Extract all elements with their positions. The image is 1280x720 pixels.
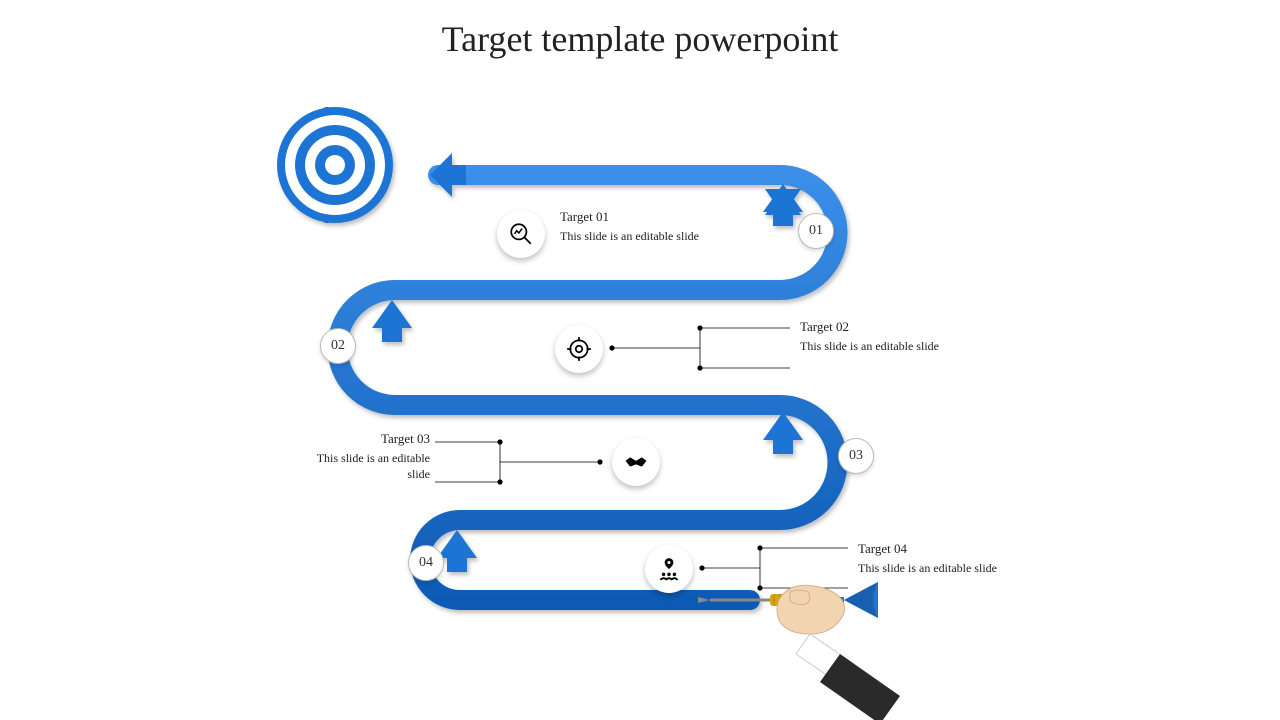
step-text-3: Target 03 This slide is an editable slid… (310, 430, 430, 482)
step-number-1: 01 (798, 213, 834, 249)
step-number-2: 02 (320, 328, 356, 364)
target-icon (277, 107, 393, 223)
handshake-icon (612, 438, 660, 486)
diagram-canvas (0, 0, 1280, 720)
step-title-2: Target 02 (800, 318, 939, 336)
step-sub-1: This slide is an editable slide (560, 228, 699, 244)
step-text-2: Target 02 This slide is an editable slid… (800, 318, 939, 354)
step-sub-3: This slide is an editable slide (310, 450, 430, 482)
step-text-4: Target 04 This slide is an editable slid… (858, 540, 997, 576)
step-sub-2: This slide is an editable slide (800, 338, 939, 354)
analytics-search-icon (497, 210, 545, 258)
step-title-4: Target 04 (858, 540, 997, 558)
step-text-1: Target 01 This slide is an editable slid… (560, 208, 699, 244)
step-title-3: Target 03 (310, 430, 430, 448)
people-location-icon (645, 545, 693, 593)
step-title-1: Target 01 (560, 208, 699, 226)
step-number-4: 04 (408, 545, 444, 581)
step-sub-4: This slide is an editable slide (858, 560, 997, 576)
crosshair-icon (555, 325, 603, 373)
step-number-3: 03 (838, 438, 874, 474)
